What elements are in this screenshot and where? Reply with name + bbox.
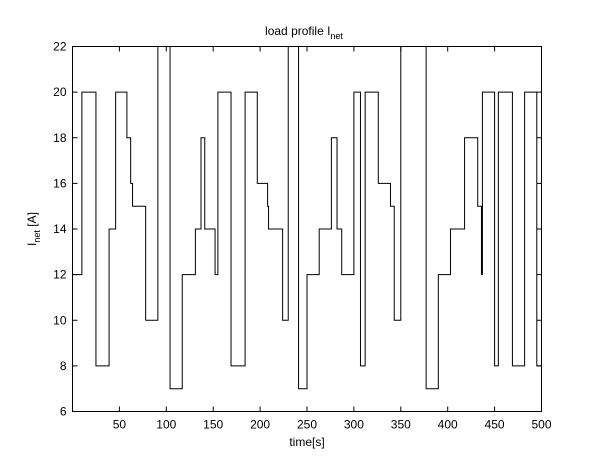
y-tick-label: 14 — [53, 222, 67, 236]
x-tick-label: 200 — [250, 418, 270, 432]
x-tick-label: 50 — [113, 418, 127, 432]
y-axis-label-subscript: net — [32, 230, 42, 243]
x-tick-label: 250 — [297, 418, 317, 432]
x-tick-label: 300 — [344, 418, 364, 432]
chart-title-main: load profile I — [265, 24, 330, 38]
series-line — [72, 46, 542, 390]
tick-labels-layer: 50 100 150 200 250 300 350 400 450 500 6 8 10 12 14 16 1… — [53, 40, 552, 432]
y-axis-label-unit: [A] — [25, 212, 39, 230]
x-tick-label: 400 — [438, 418, 458, 432]
y-tick-label: 10 — [53, 313, 67, 327]
y-tick-label: 22 — [53, 40, 67, 54]
x-tick-label: 100 — [156, 418, 176, 432]
y-axis-label-main: I — [25, 243, 39, 246]
y-tick-label: 20 — [53, 85, 67, 99]
x-tick-label: 500 — [531, 418, 551, 432]
y-tick-label: 12 — [53, 268, 67, 282]
plot-area-frame — [72, 46, 542, 412]
chart-title-subscript: net — [330, 31, 343, 41]
y-tick-label: 6 — [60, 405, 67, 419]
y-tick-label: 16 — [53, 176, 67, 190]
x-tick-label: 350 — [391, 418, 411, 432]
chart-title: load profile Inet — [265, 24, 343, 41]
y-tick-label: 18 — [53, 131, 67, 145]
y-tick-label: 8 — [60, 359, 67, 373]
x-axis-label: time[s] — [289, 435, 324, 449]
x-tick-label: 450 — [485, 418, 505, 432]
y-axis-label: Inet [A] — [25, 212, 42, 246]
x-tick-label: 150 — [203, 418, 223, 432]
